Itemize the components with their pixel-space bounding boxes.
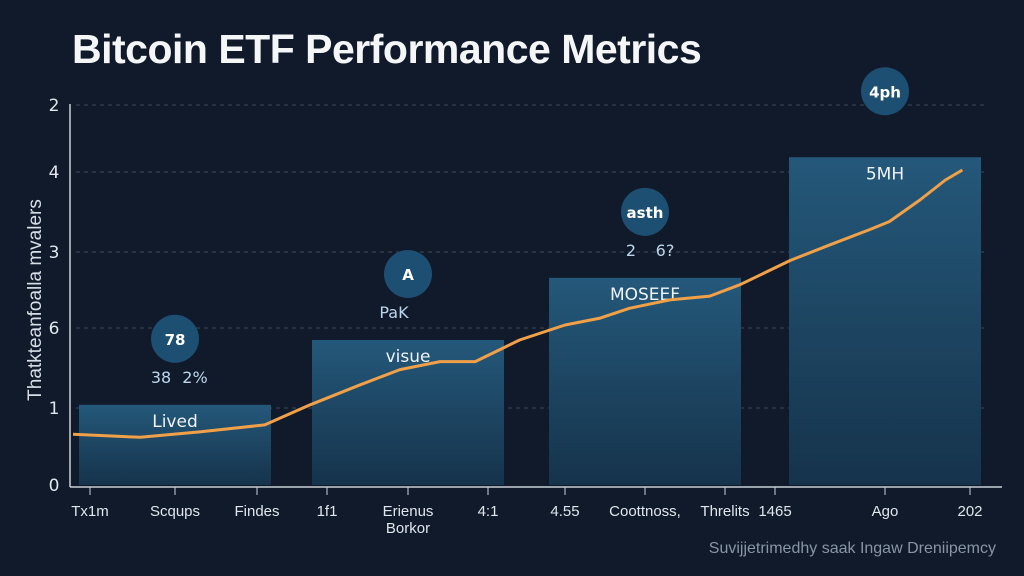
- x-tick-label: 1f1: [317, 503, 338, 520]
- y-tick-label: 3: [49, 243, 60, 263]
- x-tick-label: Tx1m: [71, 503, 109, 520]
- y-tick-label: 0: [49, 476, 60, 496]
- annotation-bubble: [151, 314, 199, 363]
- x-tick-label: Coottnoss,: [609, 503, 681, 520]
- bar-label: MOSEEF: [610, 285, 680, 305]
- annotation-bubble: [384, 250, 432, 298]
- bar-4: [789, 157, 981, 485]
- y-tick-label: 1: [49, 399, 60, 419]
- annotation-bubble: [861, 67, 909, 116]
- x-tick-label: Erienus Borkor: [383, 503, 434, 537]
- bar-label: 5MH: [866, 164, 904, 184]
- x-tick-label: 4.55: [550, 503, 579, 520]
- y-tick-label: 6: [49, 319, 60, 339]
- x-tick-label: 4:1: [478, 503, 499, 520]
- annotation-sub-left: 38: [151, 368, 171, 387]
- annotation-sub-right: 2%: [182, 368, 207, 387]
- x-tick-label: Ago: [872, 503, 899, 520]
- bar-3: [549, 277, 741, 485]
- annotation-value: A: [402, 266, 414, 284]
- x-tick-label: 1465: [758, 503, 791, 520]
- annotation-bubble: [621, 187, 669, 236]
- bar-1: [79, 404, 271, 485]
- y-tick-label: 2: [49, 96, 60, 116]
- annotation-sub-right: 6?: [656, 241, 675, 260]
- y-tick-label: 4: [49, 163, 60, 183]
- chart-footer: Suvijjetrimedhy saak Ingaw Dreniipemcy: [708, 540, 996, 557]
- annotation-value: asth: [627, 204, 664, 222]
- annotation-value: 78: [165, 331, 186, 349]
- x-tick-label: Threlits: [700, 503, 749, 520]
- annotation-value: 4ph: [869, 83, 901, 101]
- bar-label: visue: [386, 347, 431, 367]
- chart-title: Bitcoin ETF Performance Metrics: [72, 26, 702, 72]
- x-tick-label: Findes: [234, 503, 279, 520]
- bar-label: Lived: [152, 412, 198, 432]
- x-tick-label: Scqups: [150, 503, 200, 520]
- annotation-sub-left: 2: [626, 241, 636, 260]
- bar-2: [312, 340, 504, 485]
- x-tick-label: 202: [957, 503, 982, 520]
- annotation-sub-left: PaK: [379, 303, 409, 322]
